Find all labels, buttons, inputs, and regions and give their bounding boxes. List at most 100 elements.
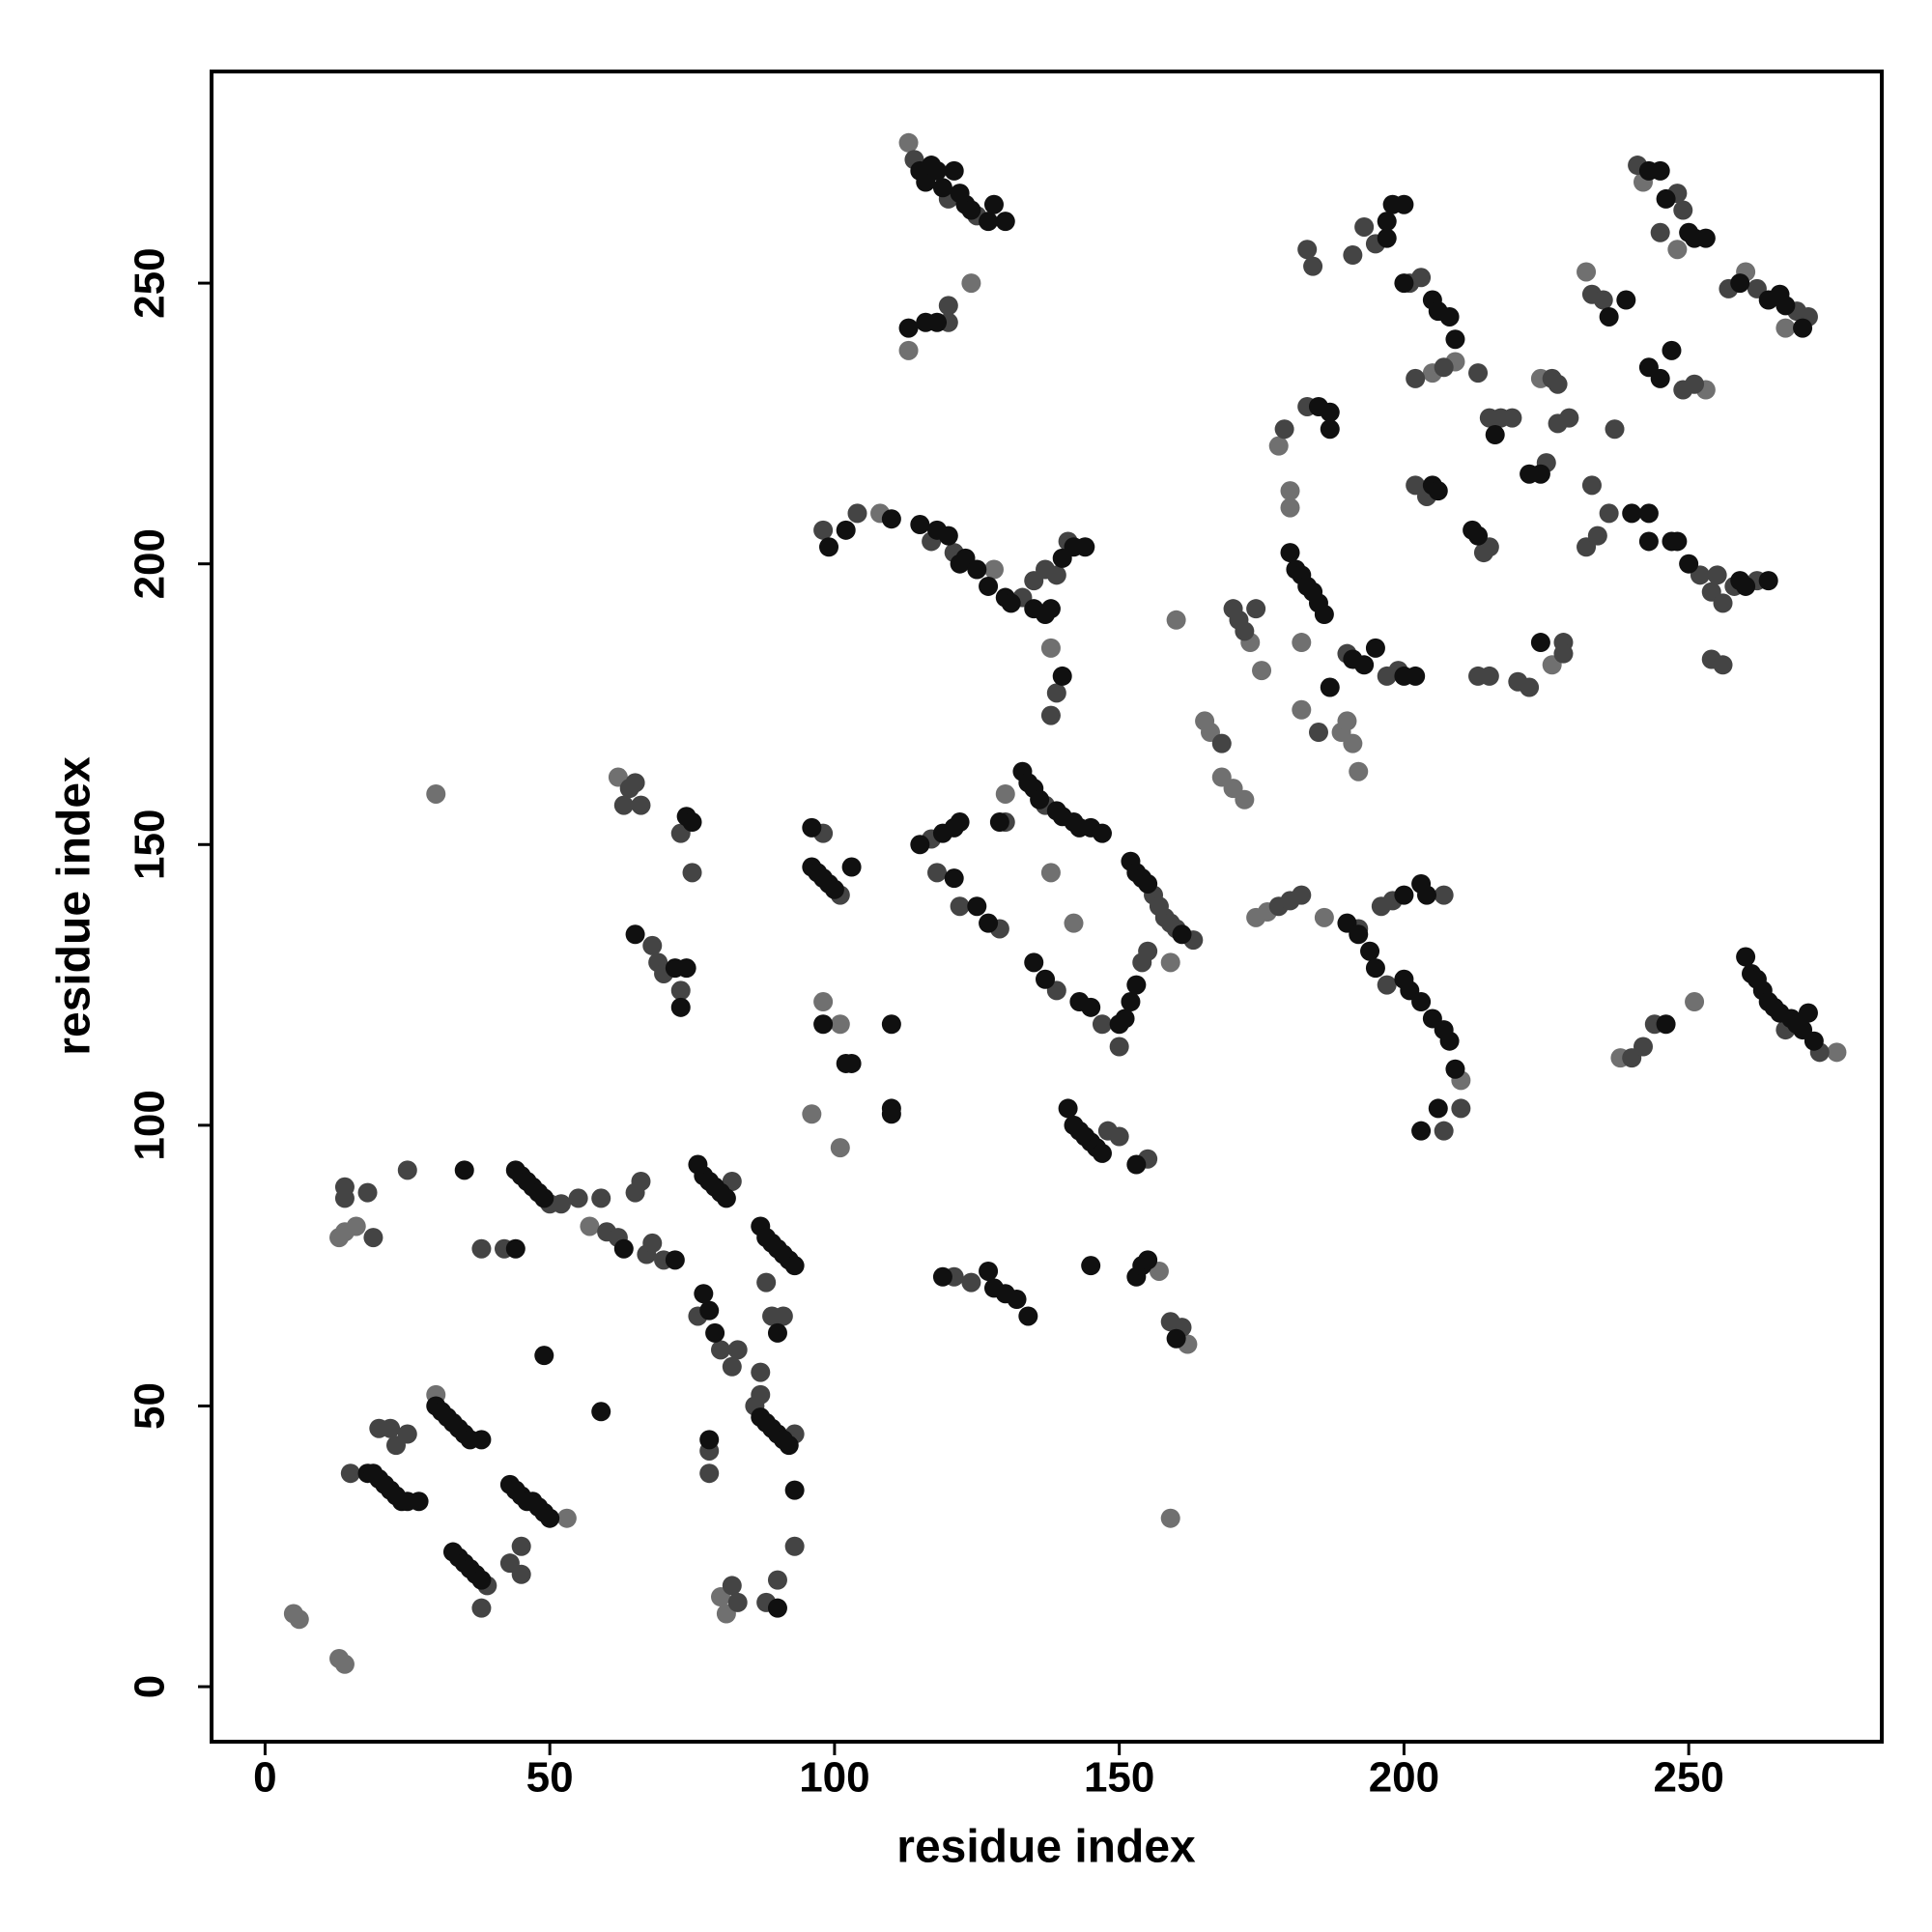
point <box>1126 1154 1147 1175</box>
point <box>1428 1098 1448 1119</box>
point <box>1804 1031 1824 1051</box>
point <box>397 1424 417 1444</box>
point <box>505 1238 526 1259</box>
y-tick-label: 50 <box>127 1382 174 1430</box>
point <box>1320 402 1340 422</box>
point <box>1713 593 1733 613</box>
point <box>699 1430 720 1450</box>
point <box>1246 599 1266 619</box>
point <box>1320 677 1340 697</box>
point <box>1252 661 1272 681</box>
x-tick-label: 0 <box>253 1754 276 1802</box>
point <box>454 1160 474 1180</box>
point <box>824 879 844 899</box>
point <box>967 559 987 580</box>
point <box>1092 1143 1112 1163</box>
point <box>1736 947 1756 967</box>
point <box>1166 1328 1186 1349</box>
point <box>1451 1098 1471 1119</box>
point <box>961 200 981 220</box>
x-axis-title: residue index <box>896 1822 1196 1873</box>
point <box>1377 212 1397 232</box>
point <box>1662 340 1682 360</box>
point <box>979 1261 999 1281</box>
point <box>711 1340 731 1360</box>
point <box>699 1300 720 1321</box>
point <box>1337 711 1357 731</box>
point <box>836 520 856 540</box>
point <box>534 1346 554 1366</box>
point <box>802 817 822 838</box>
point <box>1040 705 1061 725</box>
point <box>1827 1042 1847 1063</box>
point <box>813 520 834 540</box>
point <box>676 958 696 979</box>
point <box>1553 643 1574 664</box>
point <box>1622 503 1642 524</box>
point <box>1468 526 1489 546</box>
point <box>1343 245 1363 266</box>
point <box>938 296 958 316</box>
point <box>995 783 1015 804</box>
point <box>722 1576 742 1596</box>
point <box>1667 240 1688 260</box>
point <box>1502 408 1522 428</box>
point <box>1314 907 1334 927</box>
point <box>813 1014 834 1035</box>
point <box>1587 526 1607 546</box>
point <box>1394 273 1414 294</box>
point <box>426 783 446 804</box>
x-tick-label: 50 <box>526 1754 574 1802</box>
point <box>1092 823 1112 843</box>
point <box>1280 481 1300 501</box>
point <box>1160 952 1180 973</box>
point <box>1360 941 1380 961</box>
point <box>694 1284 714 1304</box>
point <box>784 1536 805 1556</box>
point <box>1758 571 1778 591</box>
point <box>1354 216 1375 237</box>
point <box>944 868 964 889</box>
point <box>1406 666 1426 686</box>
point <box>967 896 987 917</box>
point <box>1673 200 1693 220</box>
point <box>751 1362 771 1382</box>
point <box>989 812 1009 833</box>
point <box>1411 1121 1432 1141</box>
point <box>631 1171 651 1191</box>
point <box>670 997 691 1017</box>
point <box>767 1570 787 1590</box>
point <box>1605 419 1625 440</box>
point <box>397 1160 417 1180</box>
point <box>1349 924 1369 945</box>
point <box>1406 368 1426 388</box>
point <box>1280 497 1300 518</box>
point <box>705 1322 725 1343</box>
point <box>1138 1250 1158 1270</box>
point <box>1434 885 1454 905</box>
point <box>1046 683 1066 703</box>
point <box>1485 425 1505 445</box>
x-tick-label: 150 <box>1084 1754 1154 1802</box>
point <box>1081 997 1101 1017</box>
point <box>979 212 999 232</box>
point <box>1428 481 1448 501</box>
point <box>289 1609 309 1630</box>
point <box>1685 374 1705 394</box>
point <box>1377 228 1397 248</box>
point <box>910 515 930 535</box>
point <box>1303 256 1323 276</box>
point <box>1599 503 1619 524</box>
point <box>1411 992 1432 1012</box>
point <box>716 1188 736 1208</box>
y-tick-label: 100 <box>127 1090 174 1160</box>
point <box>813 992 834 1012</box>
point <box>961 273 981 294</box>
point <box>1046 565 1066 585</box>
point <box>1052 666 1072 686</box>
point <box>1776 296 1796 316</box>
point <box>540 1508 560 1528</box>
point <box>613 795 634 815</box>
point <box>1160 1508 1180 1528</box>
point <box>568 1188 588 1208</box>
